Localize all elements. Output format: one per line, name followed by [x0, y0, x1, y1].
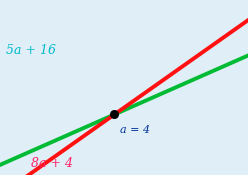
Text: 5a + 16: 5a + 16	[6, 44, 56, 57]
Text: a = 4: a = 4	[120, 125, 150, 135]
Text: 8a + 4: 8a + 4	[31, 157, 72, 170]
